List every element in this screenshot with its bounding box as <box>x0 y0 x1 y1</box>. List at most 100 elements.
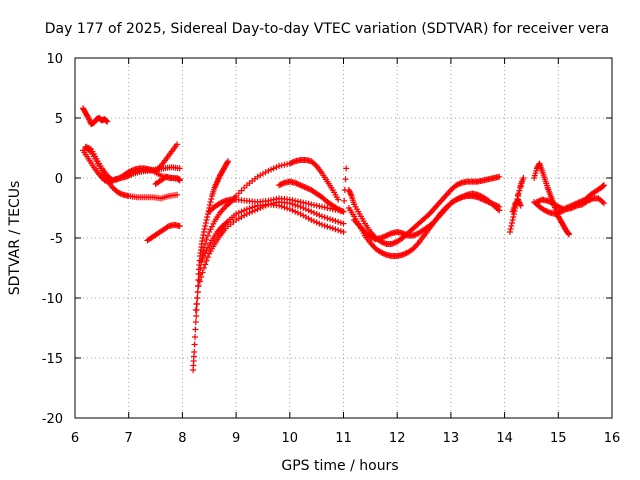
data-point-fill <box>84 112 91 119</box>
data-point-fill <box>202 240 209 247</box>
data-point-fill <box>316 212 323 219</box>
data-point-fill <box>86 145 93 152</box>
data-point-fill <box>364 231 371 238</box>
data-point-fill <box>598 197 605 204</box>
data-point-fill <box>533 167 540 174</box>
data-point-fill <box>102 170 109 177</box>
data-point-fill <box>302 206 309 213</box>
x-tick-label: 15 <box>550 431 567 446</box>
data-point-fill <box>262 198 269 205</box>
data-point-fill <box>223 160 230 167</box>
data-point-fill <box>251 198 258 205</box>
data-point-fill <box>366 238 373 244</box>
data-point-fill <box>196 278 203 285</box>
data-point-fill <box>312 161 319 168</box>
data-point <box>286 206 293 213</box>
data-point-fill <box>210 220 217 227</box>
data-point <box>243 206 250 213</box>
data-point-fill <box>163 224 170 231</box>
data-point-fill <box>294 209 301 216</box>
data-point-fill <box>216 174 223 181</box>
data-point-fill <box>599 199 606 205</box>
data-point-fill <box>221 198 228 205</box>
data-point-fill <box>241 184 248 191</box>
data-point-fill <box>398 252 405 259</box>
data-point-fill <box>156 164 163 171</box>
data-point-fill <box>430 206 437 213</box>
data-point-fill <box>517 183 524 190</box>
data-point-fill <box>360 227 367 234</box>
data-point-fill <box>207 199 214 205</box>
data-point-fill <box>199 269 206 276</box>
data-point-fill <box>313 211 320 217</box>
data-point-fill <box>215 234 222 241</box>
data-point-fill <box>515 191 522 198</box>
data-point-fill <box>335 218 342 225</box>
data-point-fill <box>176 176 183 183</box>
data-point-fill <box>290 158 297 165</box>
data-point-fill <box>251 175 258 182</box>
y-tick-label: -15 <box>42 352 63 367</box>
data-point-fill <box>218 224 225 231</box>
data-point-fill <box>129 167 136 174</box>
data-point-fill <box>305 200 312 207</box>
data-point-fill <box>172 192 179 199</box>
data-point-fill <box>565 230 572 237</box>
data-point-fill <box>204 232 211 239</box>
x-axis-label: GPS time / hours <box>281 458 398 474</box>
data-point-fill <box>235 190 242 197</box>
data-point-fill <box>155 179 162 186</box>
data-point-fill <box>552 202 559 208</box>
x-tick-label: 7 <box>125 431 133 446</box>
data-point-fill <box>494 174 501 181</box>
data-point-fill <box>441 194 448 201</box>
data-point-fill <box>446 188 453 195</box>
data-point-fill <box>210 243 217 250</box>
x-tick-label: 10 <box>282 431 299 446</box>
data-point-fill <box>435 213 442 220</box>
data-point-fill <box>590 190 597 196</box>
data-point-fill <box>294 198 301 205</box>
data-point-fill <box>305 215 312 222</box>
data-point-fill <box>200 253 207 259</box>
data-point-fill <box>117 174 124 181</box>
data-point <box>340 229 347 235</box>
data-point-fill <box>241 207 248 214</box>
data-point <box>329 217 336 223</box>
data-point-fill <box>594 195 601 202</box>
data-point-fill <box>222 220 229 227</box>
data-point-fill <box>457 194 464 201</box>
data-point-fill <box>296 181 303 188</box>
data-point-fill <box>208 223 215 230</box>
data-point-fill <box>174 165 181 172</box>
data-point-fill <box>382 233 389 240</box>
data-point-fill <box>224 159 231 166</box>
data-point-fill <box>194 295 201 301</box>
data-point-fill <box>231 212 238 219</box>
data-point-fill <box>284 196 291 203</box>
data-point-fill <box>249 204 256 211</box>
data-point-fill <box>103 118 110 124</box>
data-point-fill <box>341 197 348 204</box>
data-point-fill <box>190 353 197 360</box>
data-point-fill <box>213 180 220 187</box>
data-point-fill <box>147 235 154 242</box>
data-point <box>192 307 199 313</box>
data-point-fill <box>207 226 214 233</box>
data-point <box>195 283 202 289</box>
data-point-fill <box>238 187 245 194</box>
data-point-fill <box>241 197 248 204</box>
data-point-fill <box>508 223 515 229</box>
data-point-fill <box>414 241 421 248</box>
y-tick-label: -10 <box>42 292 63 307</box>
data-point-fill <box>376 235 383 242</box>
data-point-fill <box>510 214 517 220</box>
data-point-fill <box>450 184 457 191</box>
data-point-fill <box>508 220 515 226</box>
data-point-fill <box>212 231 219 238</box>
data-point-fill <box>350 199 357 206</box>
data-point-fill <box>398 229 405 236</box>
data-point-fill <box>316 220 323 227</box>
data-point-fill <box>545 209 552 216</box>
x-tick-label: 6 <box>71 431 79 446</box>
